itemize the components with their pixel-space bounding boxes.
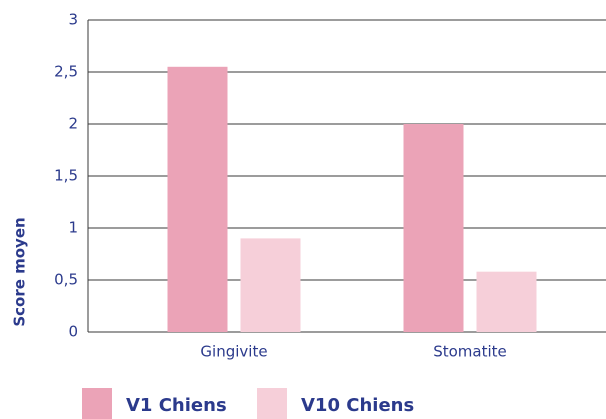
legend-swatch	[82, 388, 112, 419]
y-tick-label: 2,5	[54, 63, 78, 81]
legend-label: V10 Chiens	[301, 395, 414, 416]
x-tick-label: Gingivite	[200, 343, 267, 361]
y-tick-label: 2	[68, 115, 78, 133]
legend-label: V1 Chiens	[126, 395, 227, 416]
legend-swatch	[257, 388, 287, 419]
y-tick-label: 0,5	[54, 271, 78, 289]
y-tick-label: 3	[68, 11, 78, 29]
bar	[167, 66, 228, 333]
x-tick-label: Stomatite	[433, 343, 507, 361]
y-axis-label: Score moyen	[11, 217, 29, 326]
bar	[403, 124, 464, 332]
bar	[240, 238, 301, 332]
y-tick-label: 0	[68, 323, 78, 341]
bar	[476, 271, 537, 332]
y-tick-label: 1	[68, 219, 78, 237]
y-tick-label: 1,5	[54, 167, 78, 185]
